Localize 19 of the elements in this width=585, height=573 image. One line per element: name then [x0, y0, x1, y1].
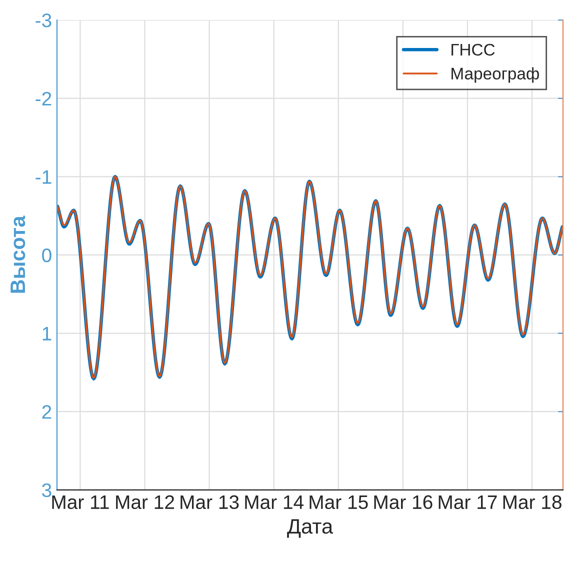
x-tick-label: Mar 12 [116, 495, 174, 510]
x-tick-label: Mar 16 [374, 495, 432, 510]
x-tick-label: Mar 15 [310, 495, 368, 510]
y-axis-title: Высота [10, 216, 26, 293]
y-tick-label: 1 [42, 326, 52, 340]
y-tick-label: 2 [42, 405, 52, 419]
legend-label: Мареограф [452, 67, 539, 83]
y-tick-label: -3 [36, 14, 52, 28]
y-tick-label: -2 [36, 92, 52, 106]
y-tick-label: 3 [42, 483, 52, 498]
y-tick-label: -1 [36, 170, 52, 184]
x-tick-label: Mar 17 [438, 495, 497, 510]
x-axis-title: Дата [287, 519, 334, 538]
legend-label: ГНСС [452, 44, 495, 56]
x-tick-label: Mar 11 [52, 495, 109, 510]
x-tick-label: Mar 14 [245, 495, 304, 510]
x-tick-label: Mar 13 [180, 495, 239, 510]
x-tick-label: Mar 18 [503, 495, 562, 510]
y-tick-label: 0 [42, 248, 52, 262]
